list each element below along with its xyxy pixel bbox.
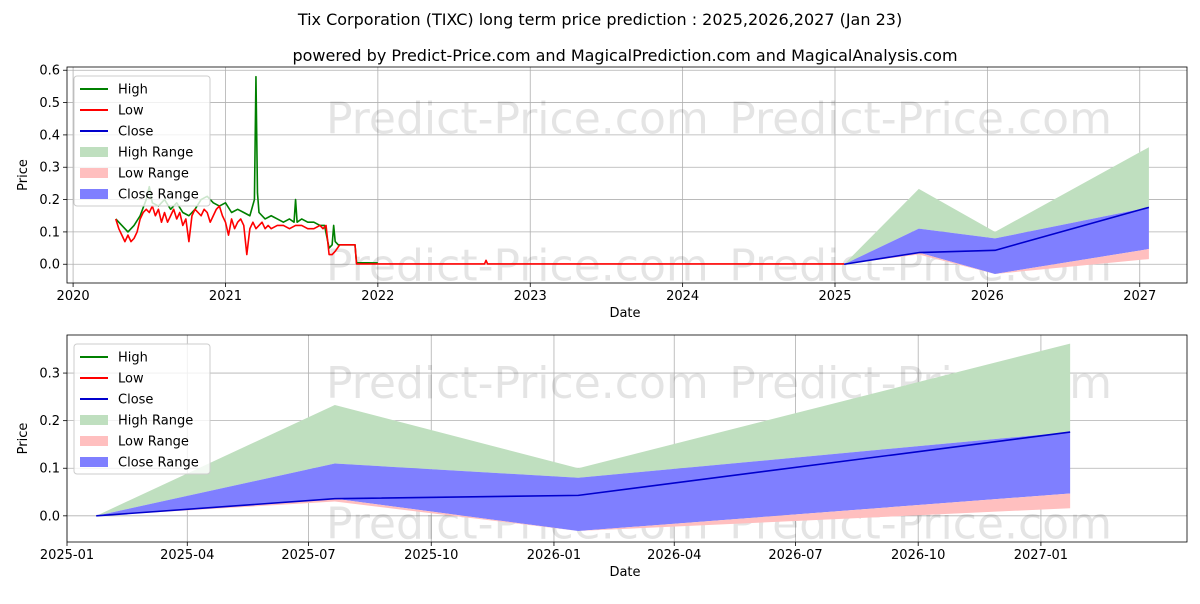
- x-tick-label: 2021: [209, 289, 242, 304]
- y-tick-label: 0.2: [39, 414, 60, 429]
- legend-label-high: High: [118, 351, 148, 366]
- x-tick-label: 2020: [57, 289, 90, 304]
- high-range-band: [96, 343, 1071, 516]
- close-range-band: [844, 207, 1149, 274]
- watermark-text: Predict-Price.com: [729, 93, 1112, 144]
- legend-swatch-high-range: [80, 415, 108, 425]
- x-ticks: 2025-01 2025-04 2025-07 2025-10 2026-01 2026-…: [40, 542, 1068, 563]
- watermark-text: Predict-Price.com: [326, 240, 709, 291]
- close-line: [844, 206, 1150, 266]
- x-tick-label: 2027-01: [1014, 548, 1068, 563]
- x-tick-label: 2022: [361, 289, 394, 304]
- axes-frame: [66, 66, 1188, 284]
- x-tick-label: 2025-04: [160, 548, 214, 563]
- legend-label-high-range: High Range: [118, 146, 193, 161]
- low-line: [114, 205, 845, 265]
- high-range-band: [844, 147, 1149, 265]
- legend-swatch-close-range: [80, 457, 108, 467]
- axes-frame: [66, 334, 1188, 543]
- x-tick-label: 2026-10: [891, 548, 945, 563]
- x-ticks: 2020 2021 2022 2023 2024 2025 2026 2027: [57, 283, 1156, 304]
- legend-label-high: High: [118, 83, 148, 98]
- y-tick-label: 0.0: [39, 258, 60, 273]
- watermark-text: Predict-Price.com: [326, 93, 709, 144]
- legend: High Low Close High Range Low Range Close Ran…: [73, 343, 211, 475]
- y-tick-label: 0.2: [39, 193, 60, 208]
- legend-label-close: Close: [118, 393, 153, 408]
- y-tick-label: 0.5: [39, 96, 60, 111]
- chart-title: Tix Corporation (TIXC) long term price p…: [297, 10, 902, 29]
- close-range-band: [96, 432, 1071, 532]
- legend-label-low: Low: [118, 104, 144, 119]
- y-axis-label: Price: [16, 159, 31, 191]
- low-range-band: [844, 249, 1149, 274]
- y-tick-label: 0.1: [39, 462, 60, 477]
- legend-swatch-low-range: [80, 436, 108, 446]
- x-tick-label: 2026-04: [647, 548, 701, 563]
- y-tick-label: 0.3: [39, 367, 60, 382]
- y-tick-label: 0.4: [39, 128, 60, 143]
- chart-panel-full-history: Predict-Price.com Predict-Price.com Predic…: [16, 64, 1188, 321]
- legend-swatch-low-range: [80, 168, 108, 178]
- x-axis-label: Date: [609, 565, 640, 580]
- y-ticks: 0.0 0.1 0.2 0.3: [39, 367, 67, 524]
- y-axis-label: Price: [16, 423, 31, 455]
- plot-area: [114, 75, 1150, 274]
- x-tick-label: 2025-10: [404, 548, 458, 563]
- legend-label-low-range: Low Range: [118, 435, 189, 450]
- close-line: [96, 431, 1071, 517]
- y-tick-label: 0.6: [39, 64, 60, 79]
- y-tick-label: 0.0: [39, 509, 60, 524]
- y-tick-label: 0.1: [39, 225, 60, 240]
- watermark-text: Predict-Price.com: [326, 358, 709, 409]
- y-ticks: 0.0 0.1 0.2 0.3 0.4 0.5 0.6: [39, 64, 67, 273]
- x-tick-label: 2026-01: [527, 548, 581, 563]
- legend: High Low Close High Range Low Range Close Ran…: [73, 75, 211, 207]
- legend-label-high-range: High Range: [118, 414, 193, 429]
- x-tick-label: 2025-07: [281, 548, 335, 563]
- x-tick-label: 2023: [514, 289, 547, 304]
- x-axis-label: Date: [609, 306, 640, 321]
- x-tick-label: 2026-07: [768, 548, 822, 563]
- x-tick-label: 2025-01: [40, 548, 94, 563]
- legend-label-close: Close: [118, 125, 153, 140]
- legend-label-low-range: Low Range: [118, 167, 189, 182]
- x-tick-label: 2027: [1123, 289, 1156, 304]
- x-tick-label: 2025: [818, 289, 851, 304]
- legend-label-close-range: Close Range: [118, 188, 199, 203]
- y-tick-label: 0.3: [39, 161, 60, 176]
- legend-swatch-close-range: [80, 189, 108, 199]
- legend-label-close-range: Close Range: [118, 456, 199, 471]
- low-range-band: [96, 493, 1071, 532]
- legend-label-low: Low: [118, 372, 144, 387]
- chart-subtitle: powered by Predict-Price.com and Magical…: [292, 46, 957, 65]
- plot-area: [96, 343, 1071, 532]
- x-tick-label: 2026: [971, 289, 1004, 304]
- legend-swatch-high-range: [80, 147, 108, 157]
- x-tick-label: 2024: [666, 289, 699, 304]
